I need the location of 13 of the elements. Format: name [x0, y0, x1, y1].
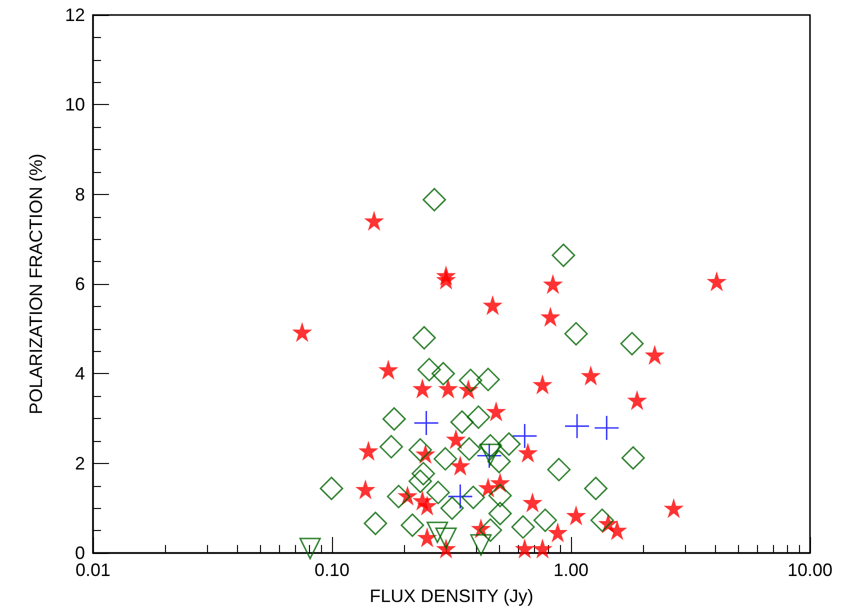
x-tick-label: 0.10 [314, 560, 350, 580]
y-tick-label: 12 [64, 5, 85, 25]
y-tick-label: 8 [74, 184, 85, 204]
y-tick-label: 10 [64, 94, 85, 115]
x-tick-label: 0.01 [75, 560, 111, 580]
y-tick-label: 4 [74, 364, 85, 384]
y-tick-label: 6 [74, 274, 85, 294]
y-axis-title: POLARIZATION FRACTION (%) [26, 154, 46, 414]
x-axis-title: FLUX DENSITY (Jy) [370, 586, 534, 606]
x-tick-label: 10.00 [787, 560, 833, 580]
y-tick-label: 2 [74, 453, 85, 474]
y-tick-label: 0 [74, 543, 85, 563]
x-tick-label: 1.00 [553, 560, 589, 580]
